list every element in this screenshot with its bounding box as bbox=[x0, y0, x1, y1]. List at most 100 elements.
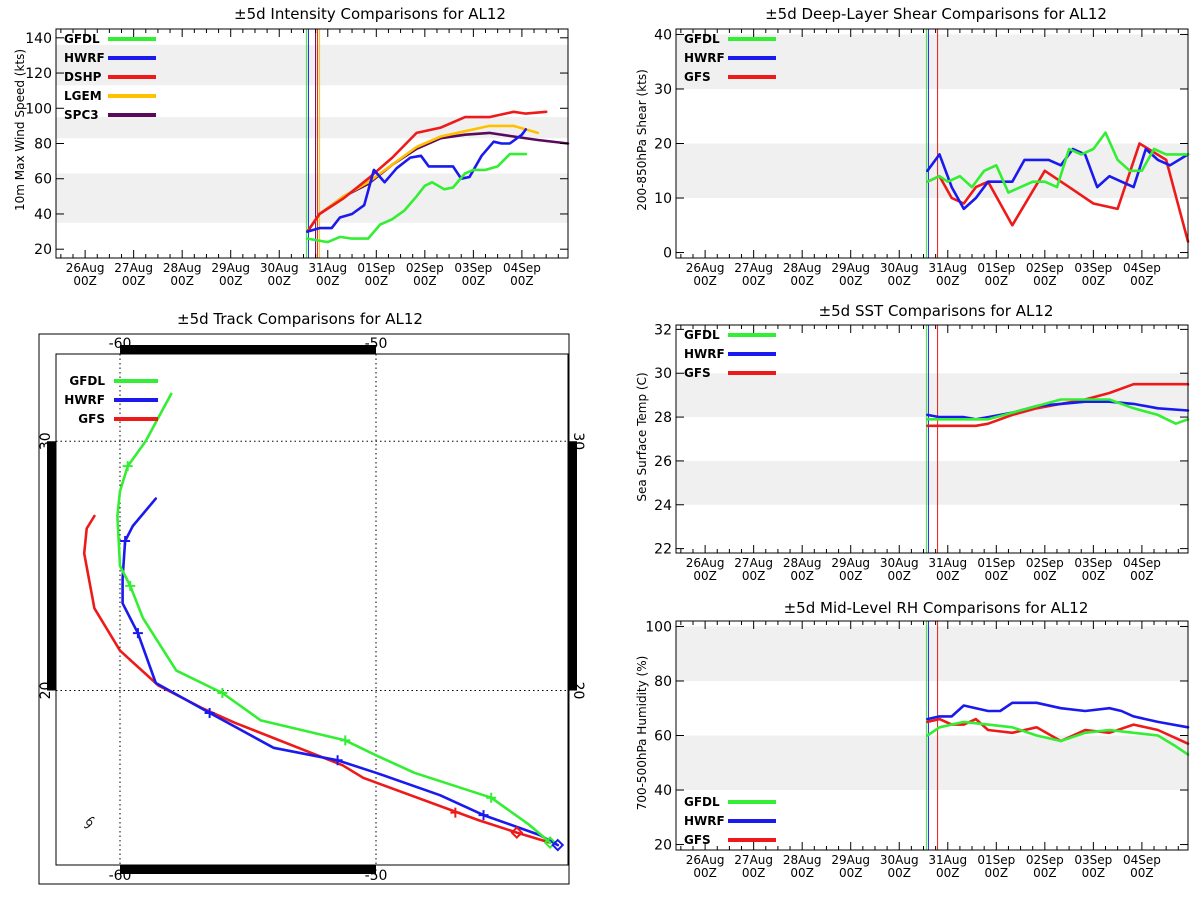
intensity-xtick-label-hour: 00Z bbox=[219, 274, 243, 288]
track-marker-gfdl bbox=[340, 735, 351, 746]
rh-title: ±5d Mid-Level RH Comparisons for AL12 bbox=[784, 599, 1089, 617]
sst-xtick-label-hour: 00Z bbox=[1130, 569, 1154, 583]
sst-xtick-label-hour: 00Z bbox=[790, 569, 814, 583]
sst-ytick-label: 30 bbox=[654, 366, 672, 382]
track-map-frame bbox=[55, 353, 569, 866]
rh-xtick-label-date: 30Aug bbox=[880, 853, 919, 867]
sst-xtick-label-date: 26Aug bbox=[686, 556, 725, 570]
sst-series-gfs bbox=[926, 382, 1190, 428]
rh-band-1 bbox=[676, 626, 1188, 681]
track-series-gfdl bbox=[116, 392, 552, 844]
intensity-ytick-label: 40 bbox=[34, 207, 52, 223]
sst-xtick-label-date: 27Aug bbox=[734, 556, 773, 570]
track-marker-gfs bbox=[450, 807, 461, 818]
sst-series bbox=[926, 382, 1190, 428]
rh-xtick-label-date: 26Aug bbox=[686, 853, 725, 867]
shear-xtick-label-hour: 00Z bbox=[742, 274, 766, 288]
rh-xtick-label-date: 27Aug bbox=[734, 853, 773, 867]
intensity-xtick-label-hour: 00Z bbox=[462, 274, 486, 288]
rh-xtick-label-hour: 00Z bbox=[839, 866, 863, 880]
shear-xtick-label-hour: 00Z bbox=[1033, 274, 1057, 288]
track-bar-bottom bbox=[120, 865, 376, 874]
storm-symbol-arm-bottom bbox=[83, 824, 91, 829]
intensity-band-0 bbox=[56, 173, 568, 223]
sst-xtick-label-date: 01Sep bbox=[977, 556, 1015, 570]
intensity-series-dshp bbox=[306, 110, 548, 233]
intensity-xtick-label-date: 02Sep bbox=[406, 261, 444, 275]
intensity-ylabel: 10m Max Wind Speed (kts) bbox=[13, 49, 27, 211]
shear-ytick-label: 40 bbox=[654, 27, 672, 43]
shear-x-axis: 26Aug00Z27Aug00Z28Aug00Z29Aug00Z30Aug00Z… bbox=[680, 29, 1179, 288]
intensity-y-axis: 20 40 60 80 100 120 140 bbox=[25, 31, 568, 258]
track-lon-label-bottom: -50 bbox=[365, 868, 388, 884]
intensity-legend-label: SPC3 bbox=[64, 108, 99, 122]
track-lat-label-left: 20 bbox=[38, 682, 54, 700]
shear-xtick-label-date: 31Aug bbox=[928, 261, 967, 275]
track-marker-gfdl bbox=[125, 580, 136, 591]
sst-x-axis: 26Aug00Z27Aug00Z28Aug00Z29Aug00Z30Aug00Z… bbox=[680, 325, 1179, 583]
intensity-legend-label: DSHP bbox=[64, 70, 102, 84]
sst-xtick-label-date: 31Aug bbox=[928, 556, 967, 570]
shear-ytick-label: 10 bbox=[654, 191, 672, 207]
shear-xtick-label-hour: 00Z bbox=[1082, 274, 1106, 288]
sst-xtick-label-hour: 00Z bbox=[742, 569, 766, 583]
sst-xtick-label-hour: 00Z bbox=[1033, 569, 1057, 583]
track-markers bbox=[120, 461, 565, 852]
sst-band-0 bbox=[676, 460, 1188, 505]
sst-xtick-label-hour: 00Z bbox=[693, 569, 717, 583]
track-marker-gfdl bbox=[486, 792, 497, 803]
track-series-hwrf bbox=[121, 497, 560, 847]
track-title: ±5d Track Comparisons for AL12 bbox=[177, 310, 423, 328]
intensity-xtick-label-hour: 00Z bbox=[510, 274, 534, 288]
sst-xtick-label-date: 28Aug bbox=[783, 556, 822, 570]
track-position-hwrf bbox=[551, 838, 565, 852]
track-marker-hwrf bbox=[478, 810, 489, 821]
sst-ytick-label: 28 bbox=[654, 410, 672, 426]
intensity-series-hwrf bbox=[306, 128, 528, 233]
sst-xtick-label-date: 04Sep bbox=[1123, 556, 1161, 570]
intensity-xtick-label-date: 28Aug bbox=[163, 261, 202, 275]
shear-xtick-label-date: 02Sep bbox=[1026, 261, 1064, 275]
intensity-xtick-label-date: 03Sep bbox=[454, 261, 492, 275]
sst-xtick-label-hour: 00Z bbox=[887, 569, 911, 583]
rh-xtick-label-hour: 00Z bbox=[985, 866, 1009, 880]
intensity-xtick-label-hour: 00Z bbox=[170, 274, 194, 288]
rh-ytick-label: 20 bbox=[654, 838, 672, 854]
intensity-ytick-label: 60 bbox=[34, 172, 52, 188]
sst-series-gfdl bbox=[926, 398, 1190, 426]
rh-xtick-label-date: 02Sep bbox=[1026, 853, 1064, 867]
shear-ylabel: 200-850hPa Shear (kts) bbox=[635, 69, 649, 211]
rh-bands bbox=[676, 626, 1188, 791]
rh-legend-label: GFS bbox=[684, 833, 711, 847]
intensity-xtick-label-date: 30Aug bbox=[260, 261, 299, 275]
shear-xtick-label-date: 30Aug bbox=[880, 261, 919, 275]
track-bar-right bbox=[568, 441, 577, 691]
shear-legend-label: GFDL bbox=[684, 32, 720, 46]
track-legend-label: GFS bbox=[78, 412, 105, 426]
track-legend-label: HWRF bbox=[64, 393, 105, 407]
intensity-legend: GFDL HWRF DSHP LGEM SPC3 bbox=[64, 32, 156, 122]
rh-xtick-label-date: 28Aug bbox=[783, 853, 822, 867]
shear-xtick-label-date: 04Sep bbox=[1123, 261, 1161, 275]
rh-series-gfdl bbox=[926, 720, 1190, 756]
track-marker-hwrf bbox=[332, 755, 343, 766]
rh-ytick-label: 80 bbox=[654, 674, 672, 690]
rh-xtick-label-hour: 00Z bbox=[742, 866, 766, 880]
track-position-gfs bbox=[510, 826, 524, 840]
track-marker-hwrf bbox=[204, 707, 215, 718]
sst-xtick-label-date: 03Sep bbox=[1074, 556, 1112, 570]
rh-xtick-label-hour: 00Z bbox=[693, 866, 717, 880]
intensity-xtick-label-hour: 00Z bbox=[73, 274, 97, 288]
shear-ytick-label: 30 bbox=[654, 82, 672, 98]
intensity-legend-label: GFDL bbox=[64, 32, 100, 46]
sst-xtick-label-hour: 00Z bbox=[839, 569, 863, 583]
track-lon-label-top: -60 bbox=[109, 336, 132, 352]
track-frame-bars bbox=[47, 345, 577, 874]
intensity-xtick-label-date: 26Aug bbox=[66, 261, 105, 275]
intensity-band-2 bbox=[56, 44, 568, 86]
shear-xtick-label-date: 27Aug bbox=[734, 261, 773, 275]
shear-band-1 bbox=[676, 34, 1188, 89]
rh-series bbox=[926, 701, 1190, 756]
intensity-series bbox=[306, 110, 570, 244]
